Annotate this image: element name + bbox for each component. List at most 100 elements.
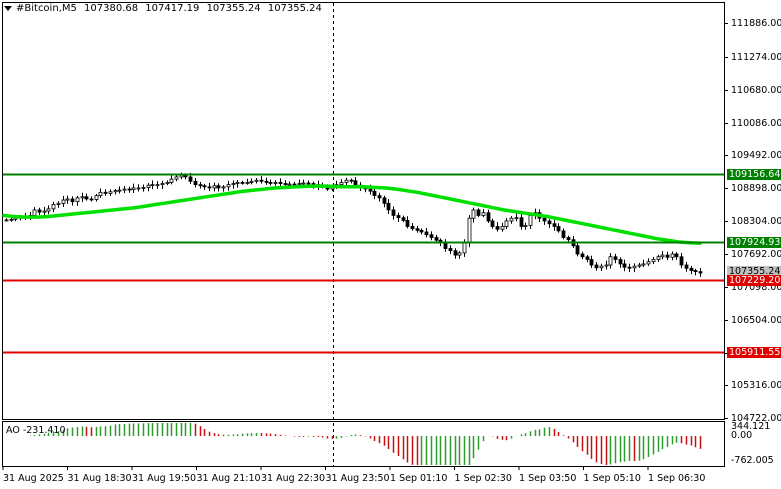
price-axis-label: 107098.00	[731, 281, 781, 293]
candle-body	[259, 179, 264, 182]
candle-body	[264, 180, 269, 183]
candle-body	[651, 259, 656, 263]
candle-body	[141, 186, 146, 189]
candle-body	[136, 187, 141, 190]
candle-body	[292, 183, 297, 186]
time-axis-label: 31 Aug 22:30	[261, 473, 326, 484]
ao-header: AO -231.410	[6, 425, 69, 436]
candle-body	[368, 188, 373, 192]
candle-body	[646, 261, 651, 265]
price-axis-label: 106504.00	[731, 314, 781, 326]
ao-axis-bottom: -762.005	[731, 455, 774, 466]
level-label-current-bid: 107355.24	[727, 265, 781, 277]
price-axis-label: 110086.00	[731, 117, 781, 129]
candle-body	[632, 265, 637, 269]
moving-average-line	[2, 184, 702, 246]
price-axis-ticks	[724, 23, 728, 419]
candle-body	[401, 217, 406, 221]
candle-body	[207, 186, 212, 189]
candle-body	[216, 185, 221, 189]
candle-body	[424, 231, 429, 236]
time-axis-label: 31 Aug 2025	[3, 473, 64, 484]
ao-value: -231.410	[22, 425, 66, 436]
candle-body	[556, 226, 561, 232]
candle-body	[689, 267, 694, 271]
candle-body	[372, 190, 377, 197]
ao-name: AO	[6, 425, 20, 436]
candle-body	[396, 215, 401, 219]
candle-body	[514, 217, 519, 220]
candle-body	[566, 237, 571, 241]
ao-histogram	[29, 423, 702, 465]
candle-body	[155, 184, 160, 187]
candle-body	[150, 184, 155, 187]
candle-body	[604, 264, 609, 267]
candle-body	[160, 183, 165, 186]
low-value: 107355.24	[206, 3, 261, 14]
candle-body	[240, 182, 245, 184]
candle-body	[552, 223, 557, 227]
horizontal-levels[interactable]	[3, 173, 724, 354]
candle-body	[674, 253, 679, 258]
ohlc-header: #Bitcoin,M5 107380.68 107417.19 107355.2…	[4, 3, 326, 15]
candle-body	[405, 220, 410, 227]
candle-body	[193, 180, 198, 186]
candle-body	[4, 219, 9, 222]
candle-body	[377, 195, 382, 199]
candle-body	[627, 266, 632, 269]
open-value: 107380.68	[84, 3, 139, 14]
main-chart-frame	[2, 2, 725, 420]
time-axis-label: 1 Sep 03:50	[519, 473, 577, 484]
price-axis-label: 105316.00	[731, 379, 781, 391]
candle-body	[684, 264, 689, 269]
candle-body	[42, 210, 47, 213]
candle-body	[273, 182, 278, 184]
price-axis-label: 111274.00	[731, 51, 781, 63]
candle-body	[65, 198, 70, 201]
price-axis-label: 104722.00	[731, 412, 781, 424]
candle-body	[462, 242, 467, 254]
ao-panel-frame	[2, 421, 725, 467]
candle-body	[75, 197, 80, 203]
candle-body	[297, 183, 302, 186]
candle-body	[198, 184, 203, 187]
candle-body	[80, 196, 85, 199]
candle-body	[519, 217, 524, 227]
time-axis-label: 1 Sep 01:10	[390, 473, 448, 484]
candle-body	[622, 263, 627, 268]
candle-body	[306, 182, 311, 185]
candle-body	[504, 220, 509, 227]
candle-body	[37, 209, 42, 213]
candle-body	[679, 256, 684, 266]
time-axis-ticks	[2, 466, 649, 470]
candle-body	[443, 242, 448, 249]
time-axis-label: 31 Aug 19:50	[132, 473, 197, 484]
price-axis-label: 108304.00	[731, 215, 781, 227]
candle-body	[70, 198, 75, 203]
chevron-down-icon[interactable]	[4, 5, 12, 11]
candle-body	[415, 228, 420, 231]
close-value: 107355.24	[267, 3, 322, 14]
price-axis-label: 107692.00	[731, 248, 781, 260]
candle-body	[665, 254, 670, 258]
candle-body	[32, 209, 37, 216]
candle-body	[561, 230, 566, 238]
candle-body	[287, 183, 292, 186]
candle-body	[660, 254, 665, 258]
candle-body	[169, 178, 174, 183]
candle-body	[146, 184, 151, 188]
level-label-resistance-high: 109156.64	[727, 168, 781, 180]
candle-body	[670, 253, 675, 258]
candle-body	[434, 237, 439, 241]
candle-body	[500, 226, 505, 230]
candle-body	[235, 182, 240, 184]
level-label-support-low: 105911.55	[727, 346, 781, 358]
ao-axis-zero: 0.00	[731, 430, 753, 441]
candle-body	[344, 179, 349, 183]
high-value: 107417.19	[145, 3, 200, 14]
candle-body	[486, 212, 491, 222]
candle-body	[523, 224, 528, 227]
candle-body	[476, 209, 481, 216]
ao-axis-top: 344.121	[731, 421, 771, 432]
